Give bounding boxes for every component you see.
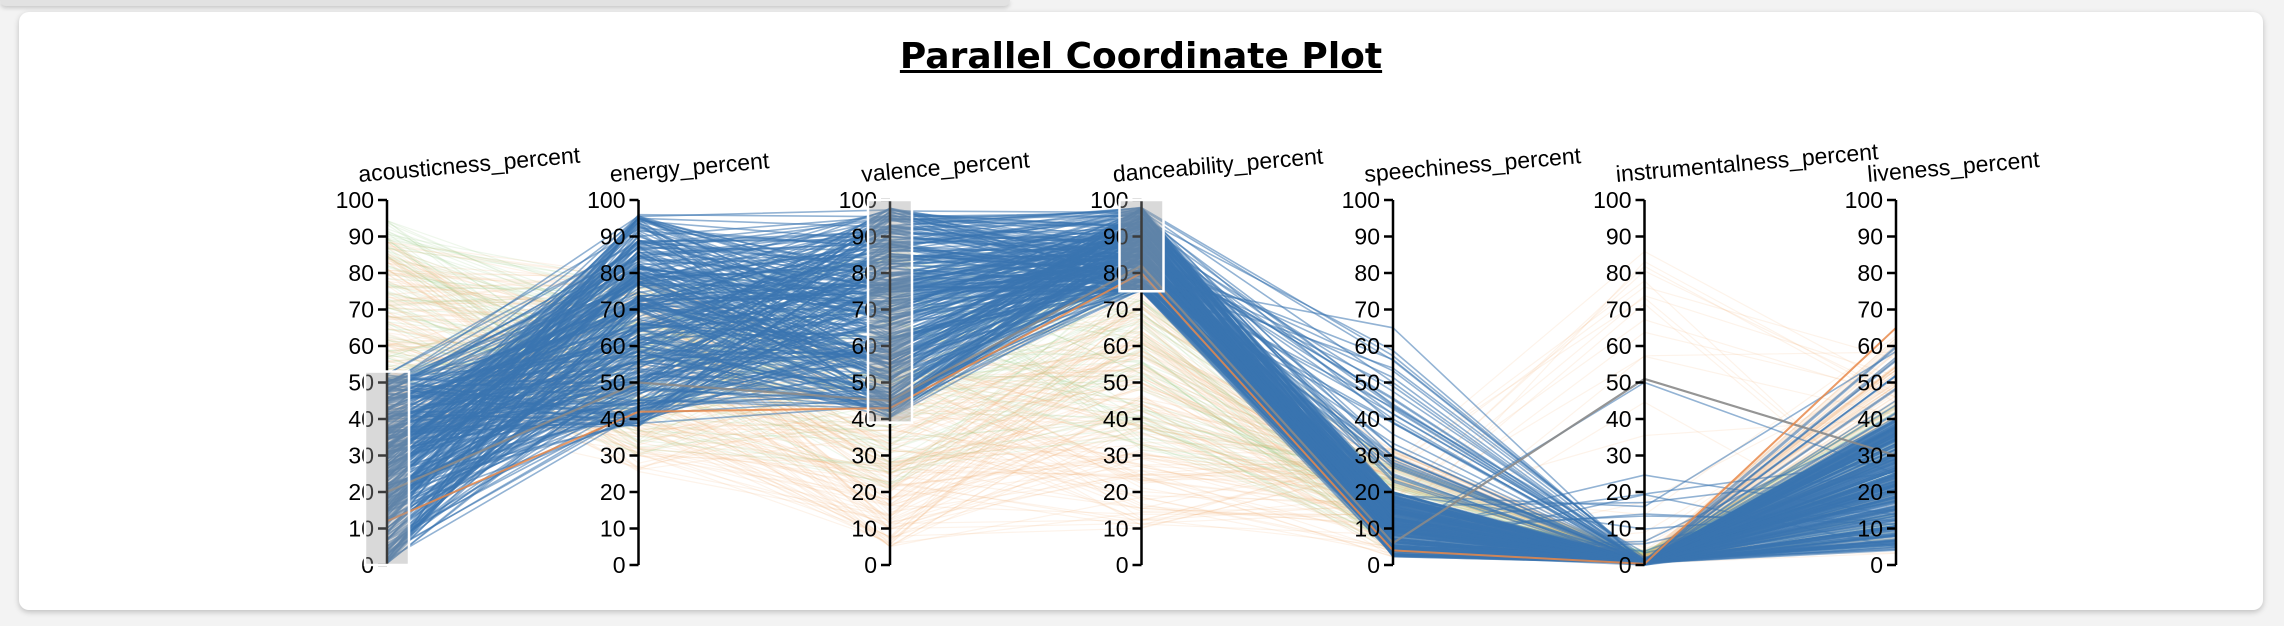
tick-label: 10 — [600, 516, 626, 542]
tick-label: 20 — [1857, 479, 1883, 505]
tick-label: 100 — [1342, 187, 1380, 213]
tick-label: 100 — [336, 187, 374, 213]
axis-label: acousticness_percent — [357, 142, 581, 187]
tick-label: 50 — [348, 370, 374, 396]
tick-label: 0 — [613, 552, 626, 578]
tick-label: 60 — [1354, 333, 1380, 359]
tick-label: 20 — [600, 479, 626, 505]
tick-label: 30 — [1857, 443, 1883, 469]
tick-label: 0 — [1619, 552, 1632, 578]
tick-label: 40 — [348, 406, 374, 432]
tick-label: 80 — [1857, 260, 1883, 286]
tick-label: 10 — [1606, 516, 1632, 542]
tick-label: 90 — [1857, 224, 1883, 250]
tick-label: 100 — [587, 187, 625, 213]
tick-label: 40 — [1354, 406, 1380, 432]
tick-label: 70 — [600, 297, 626, 323]
tick-label: 0 — [864, 552, 877, 578]
tick-label: 0 — [1870, 552, 1883, 578]
tick-label: 10 — [851, 516, 877, 542]
tick-label: 70 — [348, 297, 374, 323]
tick-label: 30 — [851, 443, 877, 469]
tick-label: 90 — [1606, 224, 1632, 250]
tick-label: 80 — [1354, 260, 1380, 286]
tick-label: 80 — [600, 260, 626, 286]
tick-label: 10 — [1103, 516, 1129, 542]
tick-label: 10 — [348, 516, 374, 542]
tick-label: 30 — [600, 443, 626, 469]
tick-label: 50 — [851, 370, 877, 396]
tick-label: 30 — [1103, 443, 1129, 469]
tick-label: 0 — [1367, 552, 1380, 578]
tick-label: 30 — [348, 443, 374, 469]
tick-label: 50 — [1606, 370, 1632, 396]
tick-label: 60 — [1103, 333, 1129, 359]
tick-label: 20 — [851, 479, 877, 505]
tick-label: 20 — [1354, 479, 1380, 505]
chart-title: Parallel Coordinate Plot — [899, 36, 1383, 77]
tick-label: 70 — [1857, 297, 1883, 323]
tick-label: 20 — [1606, 479, 1632, 505]
tick-label: 30 — [1354, 443, 1380, 469]
tick-label: 60 — [1606, 333, 1632, 359]
tick-label: 50 — [1354, 370, 1380, 396]
tick-label: 100 — [1845, 187, 1883, 213]
tick-label: 20 — [1103, 479, 1129, 505]
tick-label: 30 — [1606, 443, 1632, 469]
tick-label: 40 — [1606, 406, 1632, 432]
tick-label: 70 — [1606, 297, 1632, 323]
tick-label: 60 — [600, 333, 626, 359]
tick-label: 80 — [1606, 260, 1632, 286]
tick-label: 90 — [600, 224, 626, 250]
tick-label: 50 — [1857, 370, 1883, 396]
tick-label: 40 — [600, 406, 626, 432]
tick-label: 70 — [851, 297, 877, 323]
tick-label: 50 — [1103, 370, 1129, 396]
tick-label: 70 — [1354, 297, 1380, 323]
tick-label: 40 — [1103, 406, 1129, 432]
tick-label: 90 — [348, 224, 374, 250]
axis-label: speechiness_percent — [1363, 142, 1582, 187]
axis-label: energy_percent — [609, 147, 771, 187]
tick-label: 80 — [348, 260, 374, 286]
tick-label: 0 — [1116, 552, 1129, 578]
axis-label: instrumentalness_percent — [1615, 138, 1880, 187]
tick-label: 80 — [851, 260, 877, 286]
tick-label: 60 — [1857, 333, 1883, 359]
axis-label: liveness_percent — [1866, 146, 2041, 187]
axis-label: danceability_percent — [1112, 143, 1325, 187]
brush-acousticness_percent[interactable] — [363, 370, 411, 567]
tick-label: 80 — [1103, 260, 1129, 286]
tick-label: 60 — [348, 333, 374, 359]
tick-label: 70 — [1103, 297, 1129, 323]
tick-label: 40 — [1857, 406, 1883, 432]
brush-valence_percent[interactable] — [866, 198, 914, 424]
tick-label: 90 — [1103, 224, 1129, 250]
tick-label: 100 — [1593, 187, 1631, 213]
tick-label: 20 — [348, 479, 374, 505]
tick-label: 40 — [851, 406, 877, 432]
tick-label: 10 — [1857, 516, 1883, 542]
tick-label: 90 — [851, 224, 877, 250]
top-strip — [0, 0, 1010, 6]
tick-label: 10 — [1354, 516, 1380, 542]
brush-danceability_percent[interactable] — [1118, 198, 1165, 293]
axis-label: valence_percent — [860, 146, 1031, 187]
tick-label: 60 — [851, 333, 877, 359]
brushes[interactable] — [363, 198, 1165, 567]
tick-label: 50 — [600, 370, 626, 396]
tick-label: 90 — [1354, 224, 1380, 250]
